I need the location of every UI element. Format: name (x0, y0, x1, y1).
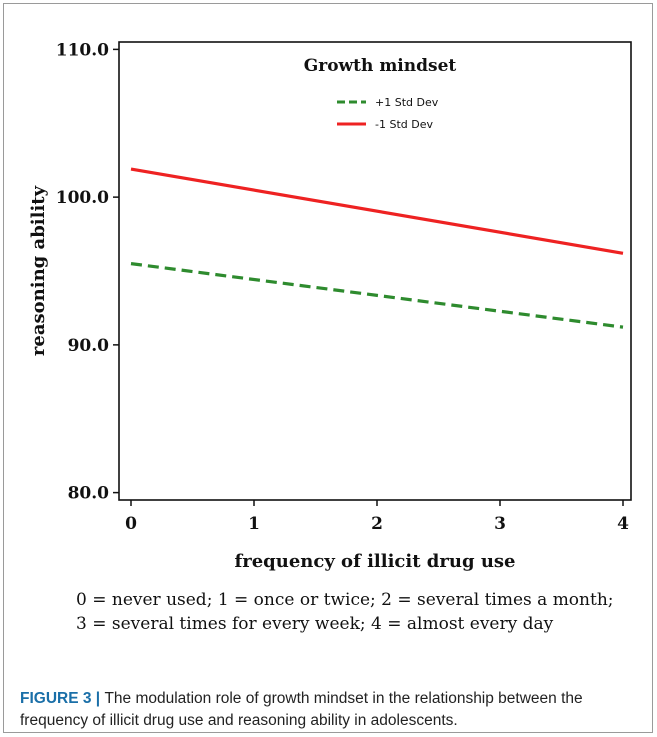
x-tick-label: 4 (617, 514, 629, 534)
legend-label: +1 Std Dev (375, 96, 439, 109)
note-line-1: 0 = never used; 1 = once or twice; 2 = s… (76, 590, 614, 610)
y-tick-label: 110.0 (56, 40, 109, 60)
figure-label: FIGURE 3 (20, 690, 92, 707)
x-tick-label: 3 (494, 514, 506, 534)
y-tick-label: 90.0 (68, 336, 110, 356)
figure-caption-text: The modulation role of growth mindset in… (20, 690, 583, 729)
y-axis-title: reasoning ability (28, 185, 49, 356)
plot-area (118, 41, 632, 501)
x-scale-note: 0 = never used; 1 = once or twice; 2 = s… (76, 588, 636, 636)
series-plus-1sd-line (130, 262, 624, 329)
y-tick-label: 80.0 (68, 484, 110, 504)
x-tick-label: 0 (125, 514, 137, 534)
legend-title: Growth mindset (304, 56, 457, 76)
note-line-2: 3 = several times for every week; 4 = al… (76, 614, 554, 634)
x-axis: 0 1 2 3 4 (125, 500, 629, 534)
line-chart: 80.0 90.0 100.0 110.0 0 1 2 3 4 Growth mindset … (28, 40, 632, 572)
figure-separator: | (91, 690, 105, 707)
figure-frame (3, 3, 653, 733)
x-axis-title: frequency of illicit drug use (234, 551, 515, 572)
x-tick-label: 2 (371, 514, 383, 534)
legend: Growth mindset +1 Std Dev -1 Std Dev (304, 56, 457, 131)
y-tick-label: 100.0 (56, 188, 109, 208)
legend-label: -1 Std Dev (375, 118, 433, 131)
series-minus-1sd-line (130, 167, 624, 255)
y-axis: 80.0 90.0 100.0 110.0 (56, 40, 119, 504)
figure-caption: FIGURE 3 | The modulation role of growth… (20, 688, 645, 732)
x-tick-label: 1 (248, 514, 260, 534)
series-lines (130, 167, 624, 329)
